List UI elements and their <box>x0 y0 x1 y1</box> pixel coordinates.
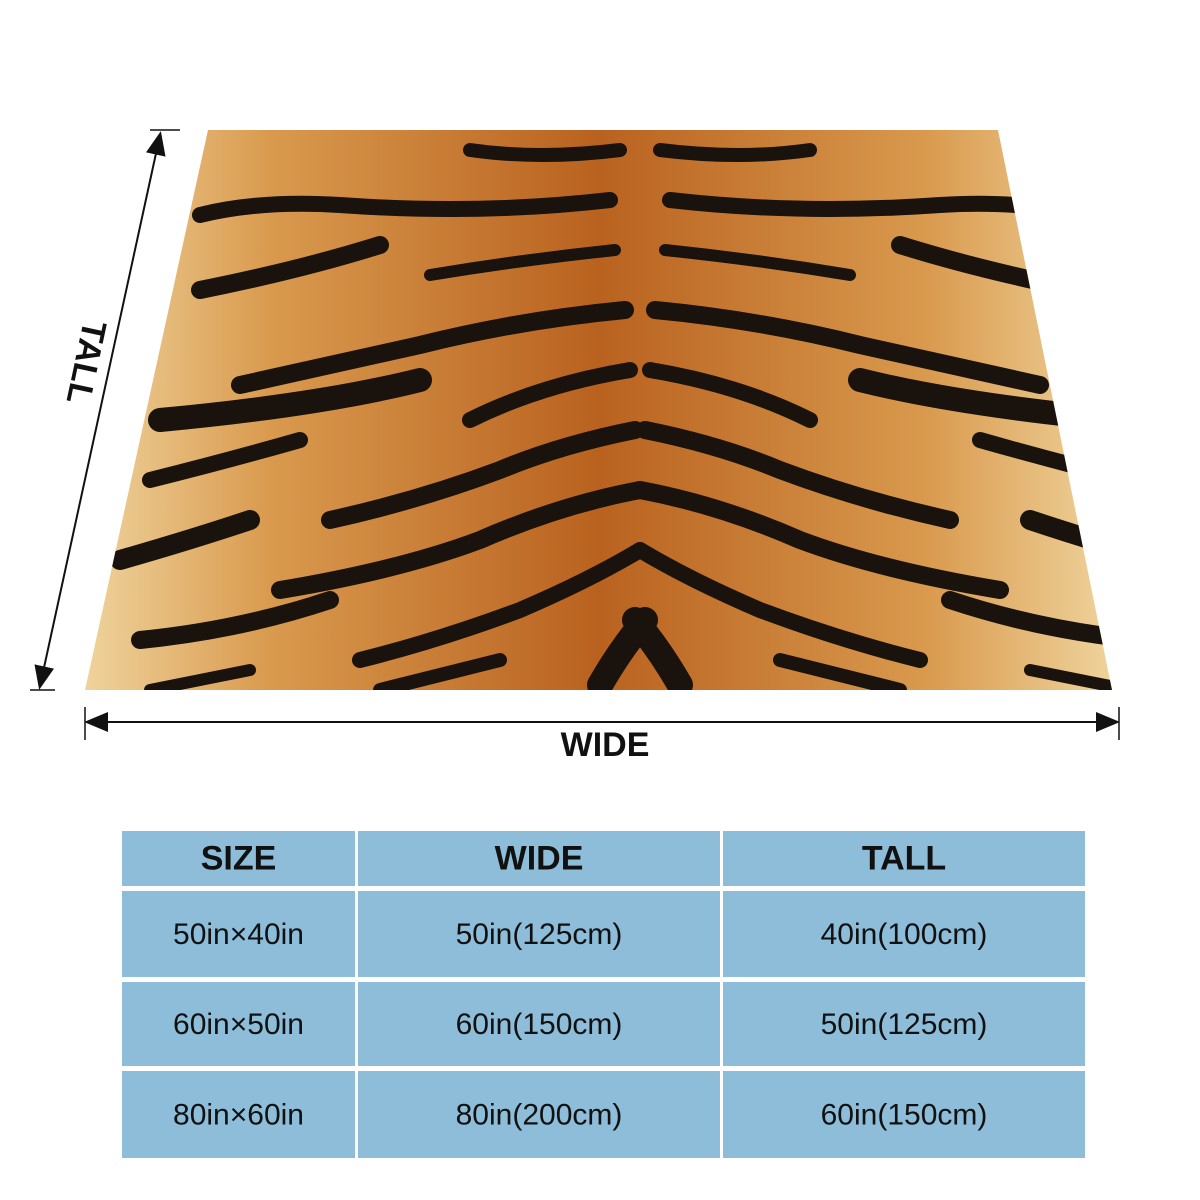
table-cell: 50in(125cm) <box>456 918 623 951</box>
table-cell-bg <box>122 1071 355 1158</box>
table-cell: 50in(125cm) <box>821 1008 988 1041</box>
header-cell: TALL <box>862 839 946 877</box>
size-table: SIZE WIDE TALL 50in×40in 50in(125cm) 40in(100… <box>122 831 1085 1158</box>
table-cell: 60in(150cm) <box>821 1098 988 1131</box>
table-cell-bg <box>723 982 1085 1066</box>
table-cell: 80in(200cm) <box>456 1098 623 1131</box>
table-cell: 40in(100cm) <box>821 918 988 951</box>
table-cell-bg <box>122 891 355 977</box>
blanket <box>85 130 1112 690</box>
table-cell: 80in×60in <box>173 1098 304 1131</box>
table-cell-bg <box>122 982 355 1066</box>
wide-label: WIDE <box>561 726 650 764</box>
tall-label: TALL <box>59 317 114 407</box>
header-cell-bg <box>723 831 1085 886</box>
tall-arrow <box>34 131 166 690</box>
table-cell-bg <box>723 1071 1085 1158</box>
table-cell: 60in×50in <box>173 1008 304 1041</box>
header-cell: WIDE <box>495 839 584 877</box>
header-cell: SIZE <box>201 839 277 877</box>
table-cell: 50in×40in <box>173 918 304 951</box>
header-cell-bg <box>122 831 355 886</box>
table-cell-bg <box>723 891 1085 977</box>
table-cell-bg <box>358 1071 720 1158</box>
header-cell-bg <box>358 831 720 886</box>
table-cell-bg <box>358 891 720 977</box>
table-cell-bg <box>358 982 720 1066</box>
table-cell: 60in(150cm) <box>456 1008 623 1041</box>
